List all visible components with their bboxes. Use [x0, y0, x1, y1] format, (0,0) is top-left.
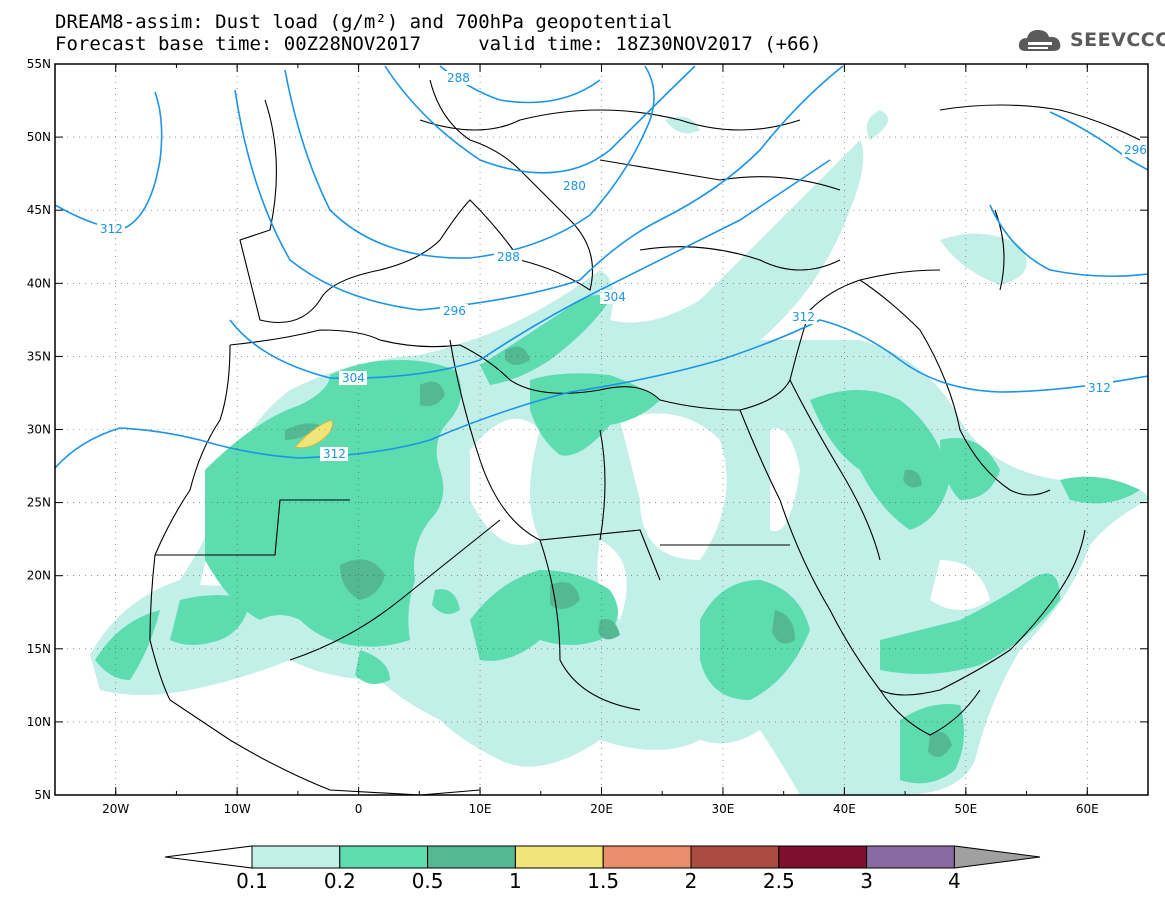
lat-label: 55N [27, 57, 51, 71]
colorbar-segment [251, 845, 341, 869]
graticule [55, 64, 1148, 795]
colorbar-segment [866, 845, 955, 869]
colorbar-segment [427, 845, 516, 869]
contour-label: 304 [342, 371, 365, 385]
lat-label: 40N [27, 276, 51, 290]
seevccc-logo: SEEVCCC [1016, 24, 1165, 56]
colorbar: 0.1 0.2 0.5 1 1.5 2 2.5 3 4 [164, 845, 1041, 893]
lat-label: 25N [27, 496, 51, 510]
lat-label: 15N [27, 642, 51, 656]
colorbar-label: 0.5 [412, 869, 444, 893]
contour-label: 296 [1124, 143, 1147, 157]
colorbar-segment [778, 845, 868, 869]
colorbar-label: 1 [509, 869, 522, 893]
coastlines [149, 79, 1141, 795]
lat-label: 30N [27, 423, 51, 437]
lon-label: 10E [469, 802, 492, 816]
contour-label: 296 [443, 304, 466, 318]
contour-label: 288 [497, 250, 520, 264]
colorbar-segment [339, 845, 429, 869]
lon-label: 0 [355, 802, 363, 816]
colorbar-label: 3 [860, 869, 873, 893]
colorbar-low-arrow [164, 845, 253, 869]
longitude-labels: 20W 10W 0 10E 20E 30E 40E 50E 60E [102, 802, 1099, 816]
cloud-icon [1018, 30, 1061, 51]
contour-label: 312 [792, 310, 815, 324]
lon-label: 50E [954, 802, 977, 816]
lon-label: 30E [712, 802, 735, 816]
lat-label: 45N [27, 203, 51, 217]
colorbar-label: 0.2 [324, 869, 356, 893]
lon-label: 20E [590, 802, 613, 816]
axis-ticks [54, 63, 1149, 796]
contour-label: 288 [447, 71, 470, 85]
colorbar-segment [690, 845, 780, 869]
lon-label: 10W [224, 802, 251, 816]
colorbar-label: 2 [685, 869, 698, 893]
map-title: DREAM8-assim: Dust load (g/m²) and 700hP… [55, 11, 673, 33]
lon-label: 40E [833, 802, 856, 816]
colorbar-segment [514, 845, 604, 869]
colorbar-high-arrow [953, 845, 1041, 869]
logo-text: SEEVCCC [1070, 29, 1165, 51]
lat-label: 20N [27, 569, 51, 583]
contour-label: 312 [323, 447, 346, 461]
dust-level-0.2 [95, 295, 1140, 784]
colorbar-label: 0.1 [236, 869, 268, 893]
contour-labels: 288 280 288 296 304 304 312 312 312 312 … [97, 71, 1148, 461]
contour-label: 304 [603, 290, 626, 304]
lon-label: 60E [1076, 802, 1099, 816]
latitude-labels: 55N 50N 45N 40N 35N 30N 25N 20N 15N 10N 5N [27, 57, 51, 802]
colorbar-segment [602, 845, 692, 869]
contour-label: 312 [100, 222, 123, 236]
contour-label: 280 [563, 179, 586, 193]
dust-level-1 [294, 419, 333, 449]
dust-level-0.5 [285, 346, 952, 758]
colorbar-label: 2.5 [763, 869, 795, 893]
lat-label: 10N [27, 715, 51, 729]
lat-label: 5N [34, 788, 51, 802]
forecast-time-line: Forecast base time: 00Z28NOV2017 valid t… [55, 33, 822, 55]
lon-label: 20W [102, 802, 129, 816]
lat-label: 50N [27, 130, 51, 144]
colorbar-label: 4 [948, 869, 961, 893]
contour-label: 312 [1088, 381, 1111, 395]
colorbar-label: 1.5 [587, 869, 619, 893]
lat-label: 35N [27, 349, 51, 363]
